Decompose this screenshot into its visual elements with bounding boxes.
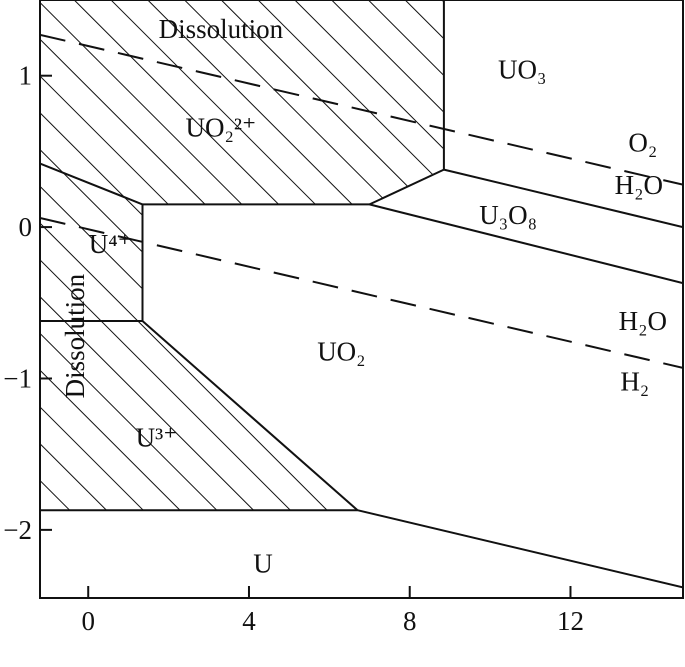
label-u3plus: U³⁺ <box>136 423 178 453</box>
label-h2o-lower: H₂O <box>619 306 667 336</box>
label-uo2: UO₂ <box>317 336 365 366</box>
label-h2o-upper: H₂O <box>615 170 663 200</box>
label-dissolution-left: Dissolution <box>60 273 90 398</box>
y-tick-label: 0 <box>19 212 33 242</box>
label-uo2-2plus: UO₂²⁺ <box>185 112 256 142</box>
label-uo3: UO₃ <box>498 55 546 85</box>
label-h2: H₂ <box>620 367 649 397</box>
hatched-regions <box>40 0 444 511</box>
boundary-uo3-u3o8 <box>443 168 683 229</box>
boundary-uo2-2plus-u4plus <box>40 162 143 206</box>
label-dissolution-top: Dissolution <box>159 14 284 44</box>
label-u3o8: U₃O₈ <box>479 200 537 230</box>
boundary-uo2-u <box>357 509 683 589</box>
region-uo2-2plus <box>40 0 444 205</box>
x-tick-label: 8 <box>403 606 417 636</box>
label-o2: O₂ <box>628 127 657 157</box>
region-labels: Dissolution Dissolution UO₃ UO₂²⁺ O₂ H₂O U₃O₈ U… <box>60 14 667 578</box>
boundary-uo2-2plus-u3o8 <box>369 168 445 206</box>
x-tick-label: 12 <box>557 606 584 636</box>
x-tick-label: 0 <box>81 606 95 636</box>
label-u4plus: U⁴⁺ <box>89 229 132 259</box>
y-tick-label: −1 <box>3 363 32 393</box>
line-o2-h2o <box>40 33 683 186</box>
boundary-u3o8-uo2 <box>369 203 683 285</box>
x-tick-label: 4 <box>242 606 256 636</box>
region-u3plus <box>40 321 358 511</box>
boundary-u3plus-uo2 <box>141 320 359 511</box>
region-u4plus <box>40 163 143 321</box>
y-tick-label: −2 <box>3 515 32 545</box>
y-tick-label: 1 <box>19 61 33 91</box>
plot-frame <box>39 0 684 599</box>
line-h2o-h2 <box>40 217 683 369</box>
water-stability-lines <box>40 33 683 369</box>
axis-ticks: 0 4 8 12 1 0 −1 −2 <box>3 61 584 636</box>
label-u: U <box>253 548 273 578</box>
phase-boundaries <box>40 0 683 589</box>
